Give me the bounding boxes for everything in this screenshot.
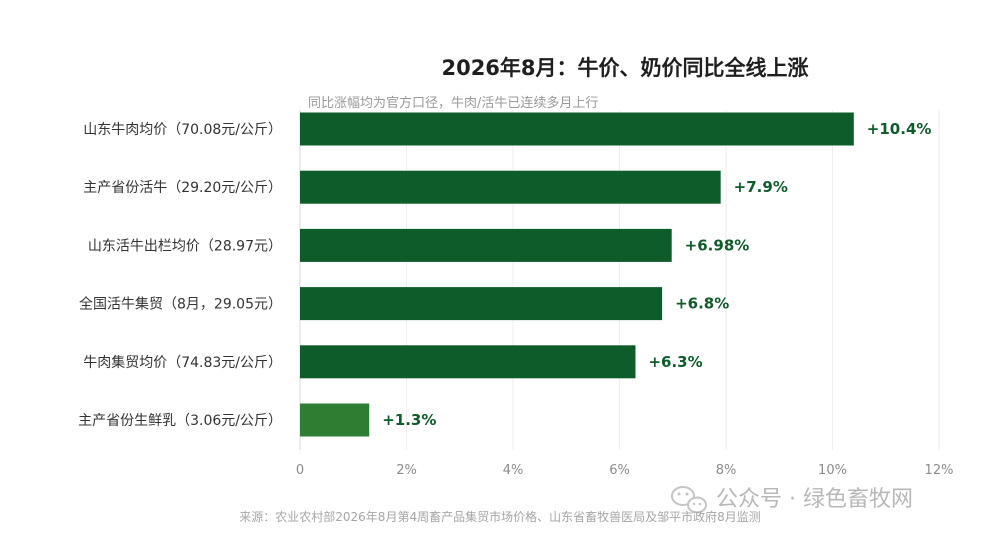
value-label: +1.3% [382,411,436,429]
wechat-icon [671,486,707,514]
x-axis-ticks: 0 2% 4% 6% 8% 10% 12% [296,463,954,478]
watermark-text: 公众号 · 绿色畜牧网 [716,487,913,512]
category-label: 山东牛肉均价（70.08元/公斤） [83,122,282,138]
value-labels: +10.4% +7.9% +6.98% +6.8% +6.3% +1.3% [382,120,931,429]
x-tick-label: 10% [818,463,847,478]
category-label: 主产省份生鲜乳（3.06元/公斤） [78,413,282,429]
x-tick-label: 12% [925,463,954,478]
category-label: 主产省份活牛（29.20元/公斤） [83,180,282,196]
value-label: +10.4% [867,120,932,138]
chart-title: 2026年8月：牛价、奶价同比全线上涨 [441,56,808,80]
value-label: +6.3% [648,353,702,371]
x-tick-label: 6% [609,463,630,478]
value-label: +7.9% [734,178,788,196]
x-tick-label: 4% [503,463,524,478]
bar [300,170,721,204]
source-note: 来源：农业农村部2026年8月第4周畜产品集贸市场价格、山东省畜牧兽医局及邹平市… [239,509,760,524]
watermark: 公众号 · 绿色畜牧网 [671,486,913,514]
grid-lines [299,110,940,450]
value-label: +6.98% [685,236,750,254]
bar [300,112,854,146]
category-label: 山东活牛出栏均价（28.97元） [88,238,282,254]
category-labels: 山东牛肉均价（70.08元/公斤） 主产省份活牛（29.20元/公斤） 山东活牛出栏… [78,122,282,429]
x-tick-label: 8% [716,463,737,478]
bar [300,287,663,321]
value-label: +6.8% [675,295,729,313]
category-label: 全国活牛集贸（8月，29.05元） [79,296,282,313]
x-tick-label: 0 [296,463,304,478]
bar [300,228,672,262]
bar [300,345,636,379]
x-tick-label: 2% [396,463,417,478]
bar [300,403,370,437]
category-label: 牛肉集贸均价（74.83元/公斤） [83,354,282,371]
bars [300,112,854,437]
chart-subtitle: 同比涨幅均为官方口径，牛肉/活牛已连续多月上行 [308,95,598,111]
